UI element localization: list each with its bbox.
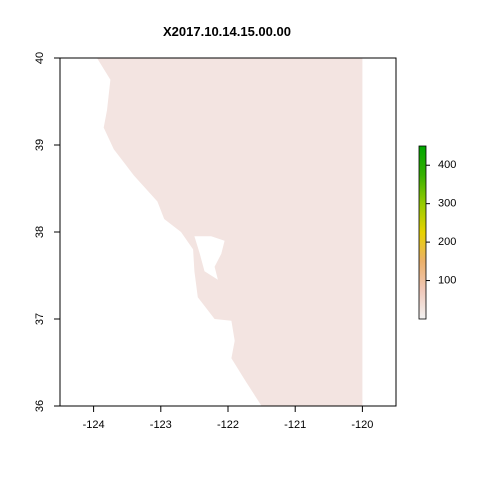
x-tick-label: -121 [284,419,306,431]
y-tick-label: 36 [34,400,46,412]
legend-tick-label: 200 [438,236,456,248]
y-axis: 36 37 38 39 40 [34,52,61,412]
x-axis: -124 -123 -122 -121 -120 [83,405,373,431]
land-raster [97,58,363,406]
legend-colorbar [418,145,427,320]
bay-water [194,236,225,280]
x-tick-label: -123 [150,419,172,431]
x-tick-label: -124 [83,419,105,431]
legend-tick-label: 300 [438,198,456,210]
map-title: X2017.10.14.15.00.00 [163,24,291,39]
raster-layer [97,58,363,406]
y-tick-label: 40 [34,52,46,64]
y-tick-label: 39 [34,139,46,151]
y-tick-label: 37 [34,313,46,325]
color-legend: 100 200 300 400 [418,145,456,320]
y-tick-label: 38 [34,226,46,238]
legend-ticks: 100 200 300 400 [426,159,456,286]
legend-tick-label: 100 [438,274,456,286]
x-tick-label: -120 [351,419,373,431]
legend-tick-label: 400 [438,159,456,171]
x-tick-label: -122 [217,419,239,431]
